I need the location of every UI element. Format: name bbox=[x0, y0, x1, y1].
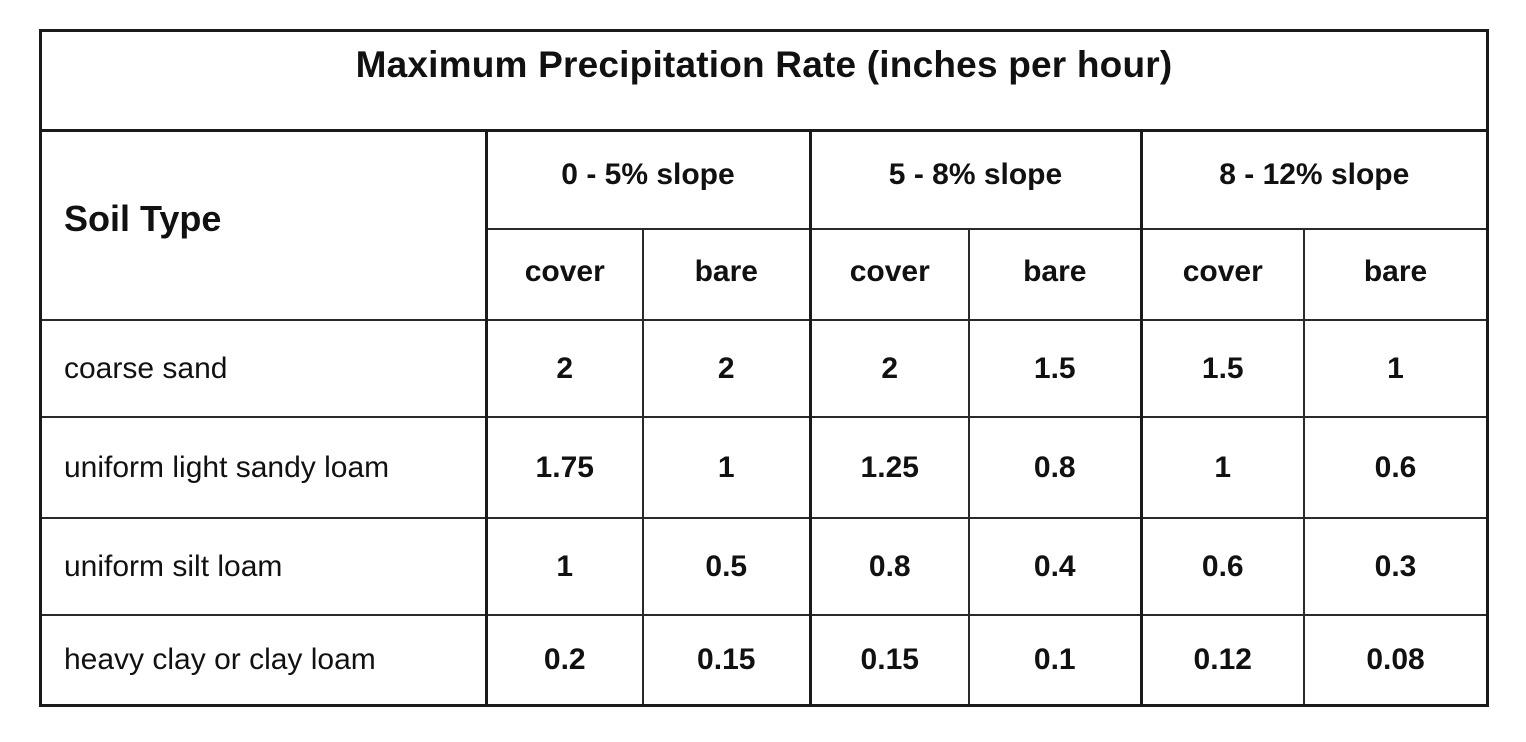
table-row: uniform light sandy loam 1.75 1 1.25 0.8… bbox=[42, 416, 1487, 519]
table-title: Maximum Precipitation Rate (inches per h… bbox=[355, 44, 1173, 85]
title-bar: Maximum Precipitation Rate (inches per h… bbox=[42, 32, 1486, 132]
rate-cell: 0.6 bbox=[1139, 517, 1305, 616]
rate-cell: 1.25 bbox=[808, 416, 970, 519]
rate-cell: 1 bbox=[1302, 319, 1487, 418]
precipitation-rate-table: Soil Type 0 - 5% slope 5 - 8% slope 8 - … bbox=[42, 132, 1487, 704]
soil-type-cell: heavy clay or clay loam bbox=[42, 614, 487, 704]
rate-cell: 2 bbox=[642, 319, 811, 418]
rate-cell: 0.1 bbox=[968, 614, 1142, 704]
rate-cell: 0.8 bbox=[808, 517, 970, 616]
rate-cell: 1.5 bbox=[968, 319, 1142, 418]
condition-header-row: cover bare cover bare cover bare bbox=[42, 228, 1487, 321]
condition-header-bare: bare bbox=[1302, 228, 1487, 321]
rate-cell: 1 bbox=[1139, 416, 1305, 519]
rate-cell: 1.75 bbox=[484, 416, 644, 519]
soil-type-cell: uniform light sandy loam bbox=[42, 416, 487, 519]
rate-cell: 0.08 bbox=[1302, 614, 1487, 704]
soil-type-cell: coarse sand bbox=[42, 319, 487, 418]
slope-header-8-12: 8 - 12% slope bbox=[1139, 132, 1487, 230]
rate-cell: 1 bbox=[484, 517, 644, 616]
slope-header-0-5: 0 - 5% slope bbox=[484, 132, 811, 230]
rate-cell: 0.5 bbox=[642, 517, 811, 616]
table-row: uniform silt loam 1 0.5 0.8 0.4 0.6 0.3 bbox=[42, 517, 1487, 616]
slope-header-5-8: 5 - 8% slope bbox=[808, 132, 1142, 230]
rate-cell: 2 bbox=[808, 319, 970, 418]
rate-cell: 1.5 bbox=[1139, 319, 1305, 418]
rate-cell: 0.8 bbox=[968, 416, 1142, 519]
soil-type-cell: uniform silt loam bbox=[42, 517, 487, 616]
soil-type-header: Soil Type bbox=[42, 132, 487, 321]
table-row: heavy clay or clay loam 0.2 0.15 0.15 0.… bbox=[42, 614, 1487, 704]
rate-cell: 2 bbox=[484, 319, 644, 418]
condition-header-cover: cover bbox=[1139, 228, 1305, 321]
rate-cell: 1 bbox=[642, 416, 811, 519]
condition-header-cover: cover bbox=[808, 228, 970, 321]
condition-header-bare: bare bbox=[968, 228, 1142, 321]
slope-header-row: Soil Type 0 - 5% slope 5 - 8% slope 8 - … bbox=[42, 132, 1487, 321]
rate-cell: 0.15 bbox=[642, 614, 811, 704]
rate-cell: 0.4 bbox=[968, 517, 1142, 616]
rate-cell: 0.6 bbox=[1302, 416, 1487, 519]
condition-header-cover: cover bbox=[484, 228, 644, 321]
rate-cell: 0.2 bbox=[484, 614, 644, 704]
condition-header-bare: bare bbox=[642, 228, 811, 321]
rate-cell: 0.12 bbox=[1139, 614, 1305, 704]
rate-cell: 0.3 bbox=[1302, 517, 1487, 616]
precipitation-table-sheet: Maximum Precipitation Rate (inches per h… bbox=[39, 29, 1489, 707]
table-row: coarse sand 2 2 2 1.5 1.5 1 bbox=[42, 319, 1487, 418]
rate-cell: 0.15 bbox=[808, 614, 970, 704]
